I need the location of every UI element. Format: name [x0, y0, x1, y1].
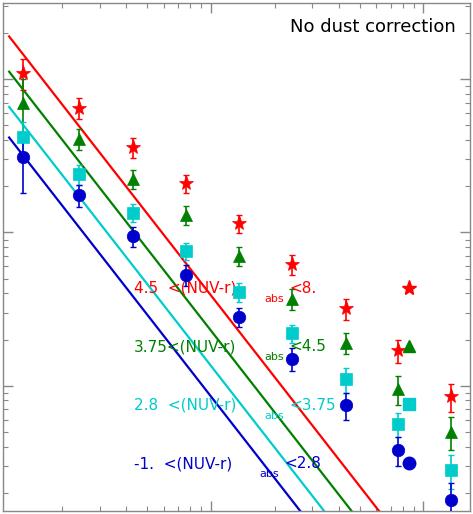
Text: abs: abs — [259, 469, 279, 479]
Text: 4.5  <(NUV-r): 4.5 <(NUV-r) — [134, 281, 236, 296]
Text: <3.75: <3.75 — [289, 397, 336, 413]
Text: abs: abs — [264, 411, 284, 420]
Text: No dust correction: No dust correction — [290, 18, 456, 36]
Text: abs: abs — [264, 293, 284, 304]
Text: abs: abs — [264, 352, 284, 362]
Text: <2.8: <2.8 — [284, 456, 321, 471]
Text: <4.5: <4.5 — [289, 339, 326, 354]
Text: -1.  <(NUV-r): -1. <(NUV-r) — [134, 456, 232, 471]
Text: <8.: <8. — [289, 281, 316, 296]
Text: 2.8  <(NUV-r): 2.8 <(NUV-r) — [134, 397, 236, 413]
Text: 3.75<(NUV-r): 3.75<(NUV-r) — [134, 339, 236, 354]
